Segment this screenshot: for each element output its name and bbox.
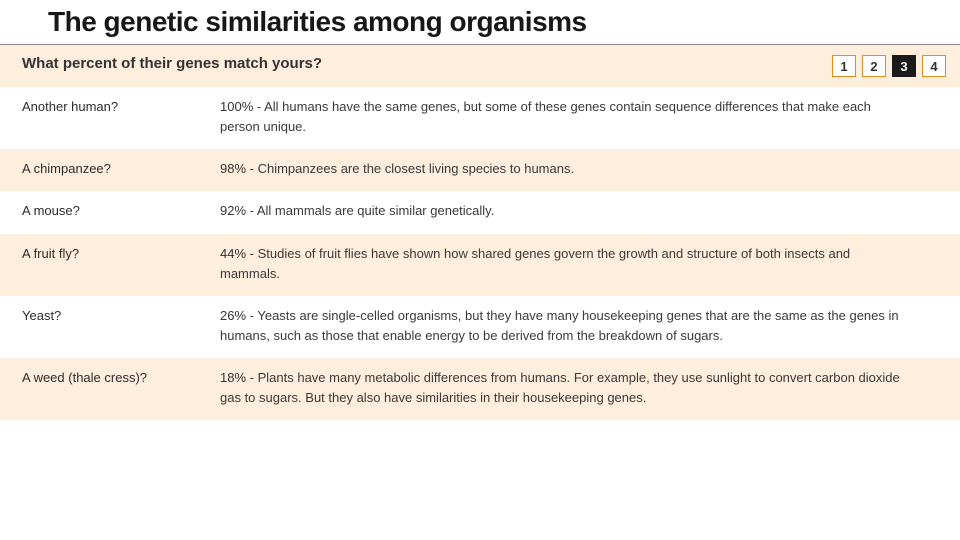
organism-description: 26% - Yeasts are single-celled organisms… xyxy=(220,306,938,346)
pager-item-3[interactable]: 3 xyxy=(892,55,916,77)
table-row: A fruit fly? 44% - Studies of fruit flie… xyxy=(0,234,960,296)
percent-value: 100% xyxy=(220,99,253,114)
percent-value: 98% xyxy=(220,161,246,176)
description-text: All mammals are quite similar geneticall… xyxy=(257,203,494,218)
description-text: Yeasts are single-celled organisms, but … xyxy=(220,308,899,343)
organism-description: 100% - All humans have the same genes, b… xyxy=(220,97,938,137)
organism-label: A fruit fly? xyxy=(22,244,220,284)
page-title: The genetic similarities among organisms xyxy=(48,6,960,38)
percent-value: 44% xyxy=(220,246,246,261)
table-row: Yeast? 26% - Yeasts are single-celled or… xyxy=(0,296,960,358)
organism-label: A chimpanzee? xyxy=(22,159,220,179)
organism-description: 98% - Chimpanzees are the closest living… xyxy=(220,159,938,179)
table-row: A weed (thale cress)? 18% - Plants have … xyxy=(0,358,960,420)
subhead-row: What percent of their genes match yours?… xyxy=(0,45,960,87)
content-table: Another human? 100% - All humans have th… xyxy=(0,87,960,420)
description-text: Plants have many metabolic differences f… xyxy=(220,370,900,405)
organism-label: Yeast? xyxy=(22,306,220,346)
pager-item-4[interactable]: 4 xyxy=(922,55,946,77)
pager-item-1[interactable]: 1 xyxy=(832,55,856,77)
organism-label: A weed (thale cress)? xyxy=(22,368,220,408)
table-row: Another human? 100% - All humans have th… xyxy=(0,87,960,149)
table-row: A chimpanzee? 98% - Chimpanzees are the … xyxy=(0,149,960,191)
percent-value: 26% xyxy=(220,308,246,323)
organism-description: 44% - Studies of fruit flies have shown … xyxy=(220,244,938,284)
description-text: All humans have the same genes, but some… xyxy=(220,99,871,134)
organism-description: 18% - Plants have many metabolic differe… xyxy=(220,368,938,408)
table-row: A mouse? 92% - All mammals are quite sim… xyxy=(0,191,960,233)
percent-value: 18% xyxy=(220,370,246,385)
organism-label: Another human? xyxy=(22,97,220,137)
subhead-text: What percent of their genes match yours? xyxy=(22,55,322,72)
organism-label: A mouse? xyxy=(22,201,220,221)
organism-description: 92% - All mammals are quite similar gene… xyxy=(220,201,938,221)
pager: 1 2 3 4 xyxy=(832,55,946,77)
description-text: Chimpanzees are the closest living speci… xyxy=(258,161,575,176)
percent-value: 92% xyxy=(220,203,246,218)
page: The genetic similarities among organisms… xyxy=(0,0,960,540)
description-text: Studies of fruit flies have shown how sh… xyxy=(220,246,850,281)
pager-item-2[interactable]: 2 xyxy=(862,55,886,77)
title-bar: The genetic similarities among organisms xyxy=(0,0,960,45)
